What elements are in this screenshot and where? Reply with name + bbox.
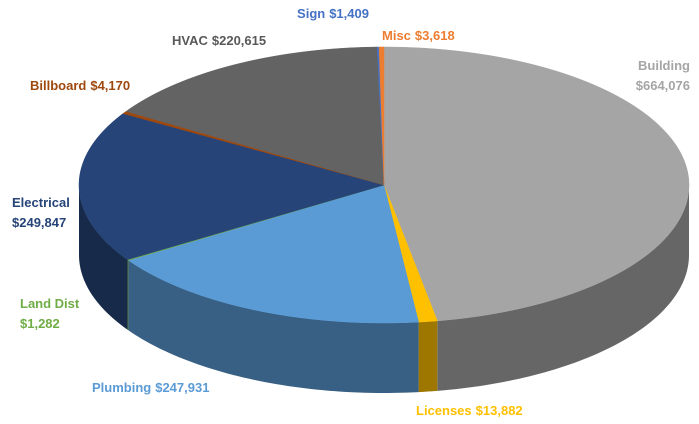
- slice: [125, 46, 385, 186]
- label-name: HVAC: [172, 33, 208, 48]
- label-name: Misc: [382, 28, 411, 43]
- label-value: $3,618: [415, 28, 455, 43]
- slice: [383, 46, 690, 322]
- slice: [378, 46, 385, 186]
- data-label: Billboard $4,170: [30, 78, 130, 93]
- data-label: HVAC $220,615: [172, 33, 266, 48]
- data-label: Misc $3,618: [382, 28, 455, 43]
- data-label: Land Dist $1,282: [20, 296, 80, 331]
- slice-side: [437, 185, 689, 391]
- data-label: Sign $1,409: [297, 6, 369, 21]
- slice-side: [128, 260, 419, 393]
- label-name: Sign: [297, 6, 325, 21]
- label-value: $220,615: [212, 33, 266, 48]
- slice-side: [418, 320, 438, 393]
- label-value: $1,409: [329, 6, 369, 21]
- label-value: $664,076: [636, 78, 690, 93]
- label-name: Building: [638, 58, 690, 73]
- label-name: Billboard: [30, 78, 86, 93]
- label-name: Licenses: [416, 403, 472, 418]
- slice-side: [79, 185, 128, 330]
- label-value: $4,170: [90, 78, 130, 93]
- data-label: Plumbing $247,931: [92, 380, 209, 395]
- slice: [78, 113, 385, 260]
- data-label: Licenses $13,882: [416, 403, 523, 418]
- slice-side: [127, 259, 129, 331]
- label-value: $13,882: [476, 403, 523, 418]
- label-name: Land Dist: [20, 296, 80, 311]
- slice: [127, 184, 419, 324]
- data-label: Electrical $249,847: [12, 195, 70, 230]
- label-value: $247,931: [155, 380, 209, 395]
- label-name: Electrical: [12, 195, 70, 210]
- label-value: $249,847: [12, 215, 66, 230]
- label-name: Plumbing: [92, 380, 151, 395]
- data-label: Building $664,076: [636, 58, 690, 93]
- label-value: $1,282: [20, 316, 60, 331]
